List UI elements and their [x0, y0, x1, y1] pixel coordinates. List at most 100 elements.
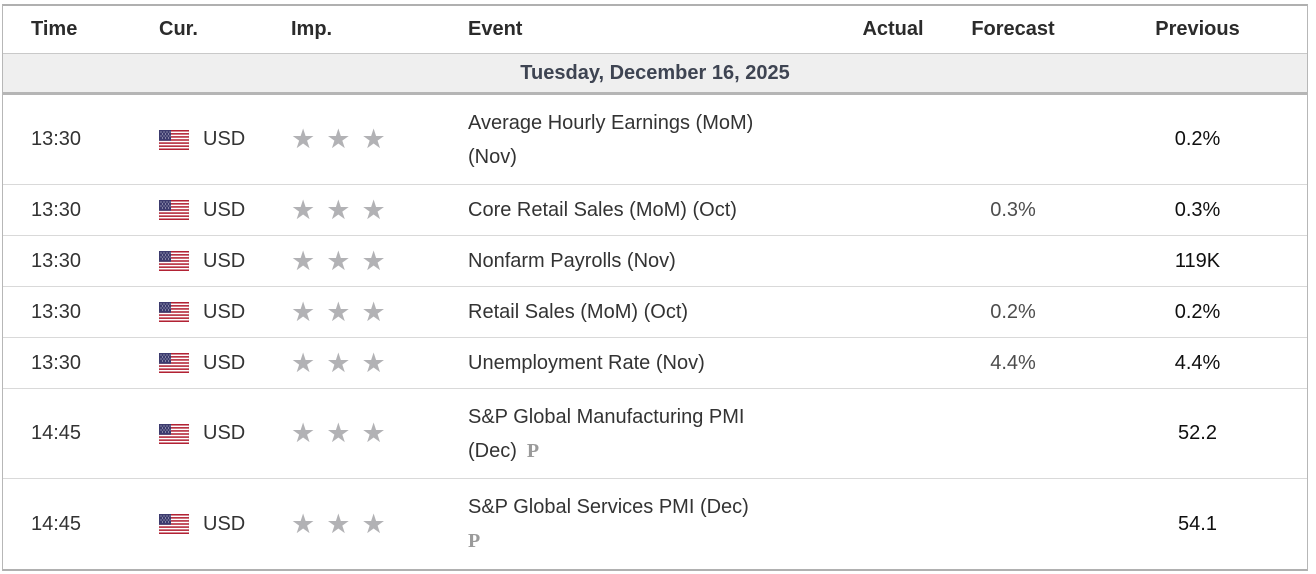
- importance-star-icon: ★: [326, 194, 351, 225]
- table-row: 13:30 USD ★ ★ ★ Core Retail Sales (MoM) (O…: [3, 185, 1307, 236]
- currency-cell: USD: [159, 250, 291, 273]
- event-name[interactable]: Average Hourly Earnings (MoM): [468, 111, 754, 134]
- previous-value: 4.4%: [1174, 351, 1221, 374]
- importance-stars: ★ ★ ★: [291, 194, 468, 225]
- event-time: 14:45: [31, 512, 82, 535]
- date-header: Tuesday, December 16, 2025: [3, 54, 1307, 95]
- currency-label: USD: [203, 249, 246, 272]
- header-actual: Actual: [862, 18, 924, 40]
- currency-label: USD: [203, 351, 246, 374]
- event-cell[interactable]: Core Retail Sales (MoM) (Oct): [468, 193, 848, 227]
- event-name[interactable]: S&P Global Services PMI (Dec): [468, 496, 749, 518]
- importance-star-icon: ★: [361, 124, 386, 154]
- currency-label: USD: [203, 198, 246, 221]
- event-time: 13:30: [31, 249, 82, 272]
- importance-stars: ★ ★ ★: [291, 420, 468, 447]
- event-time: 14:45: [31, 422, 82, 444]
- importance-star-icon: ★: [291, 508, 316, 539]
- importance-star-icon: ★: [361, 508, 386, 539]
- event-name[interactable]: Nonfarm Payrolls (Nov): [468, 250, 676, 272]
- table-header-row: Time Cur. Imp. Event Actual Forecast Pre…: [3, 6, 1307, 54]
- header-importance: Imp.: [291, 18, 333, 40]
- importance-star-icon: ★: [326, 347, 351, 378]
- forecast-value: 4.4%: [990, 351, 1036, 374]
- event-name-line2[interactable]: (Dec): [468, 439, 517, 462]
- previous-value: 0.3%: [1174, 198, 1221, 221]
- header-currency: Cur.: [159, 18, 198, 40]
- table-row: 13:30 USD ★ ★ ★ Retail Sales (MoM) (Oct) 0…: [3, 287, 1307, 338]
- event-cell[interactable]: S&P Global Services PMI (Dec) P: [468, 490, 848, 558]
- importance-star-icon: ★: [326, 296, 351, 327]
- forecast-value: 0.2%: [990, 300, 1036, 323]
- event-name[interactable]: Unemployment Rate (Nov): [468, 352, 705, 374]
- currency-cell: USD: [159, 199, 291, 222]
- importance-stars: ★ ★ ★: [291, 126, 468, 153]
- importance-star-icon: ★: [361, 245, 386, 276]
- previous-value: 0.2%: [1174, 128, 1221, 150]
- importance-star-icon: ★: [291, 418, 316, 448]
- us-flag-icon: [159, 423, 189, 444]
- importance-star-icon: ★: [361, 194, 386, 225]
- previous-value: 119K: [1174, 249, 1221, 272]
- previous-value: 54.1: [1178, 512, 1217, 535]
- currency-label: USD: [203, 128, 246, 150]
- event-name[interactable]: Core Retail Sales (MoM) (Oct): [468, 199, 737, 221]
- us-flag-icon: [159, 251, 189, 271]
- previous-value: 0.2%: [1174, 300, 1221, 323]
- header-forecast: Forecast: [971, 18, 1055, 40]
- importance-star-icon: ★: [361, 347, 386, 378]
- importance-star-icon: ★: [326, 245, 351, 276]
- event-cell[interactable]: Retail Sales (MoM) (Oct): [468, 295, 848, 329]
- event-name[interactable]: S&P Global Manufacturing PMI: [468, 405, 745, 428]
- currency-cell: USD: [159, 352, 291, 375]
- preliminary-icon: P: [468, 530, 481, 552]
- table-row: 13:30 USD ★ ★ ★ Nonfarm Payrolls (Nov) 119…: [3, 236, 1307, 287]
- us-flag-icon: [159, 302, 189, 322]
- table-row: 14:45 USD ★ ★ ★ S&P Global Services PMI (D…: [3, 479, 1307, 569]
- currency-cell: USD: [159, 513, 291, 536]
- importance-star-icon: ★: [361, 296, 386, 327]
- event-time: 13:30: [31, 351, 82, 374]
- event-name[interactable]: Retail Sales (MoM) (Oct): [468, 301, 689, 323]
- us-flag-icon: [159, 514, 189, 534]
- importance-star-icon: ★: [326, 508, 351, 539]
- economic-calendar-table: Time Cur. Imp. Event Actual Forecast Pre…: [2, 4, 1308, 571]
- importance-star-icon: ★: [361, 418, 386, 448]
- currency-cell: USD: [159, 422, 291, 445]
- event-cell[interactable]: Unemployment Rate (Nov): [468, 346, 848, 380]
- currency-label: USD: [203, 422, 246, 444]
- importance-star-icon: ★: [326, 124, 351, 154]
- importance-stars: ★ ★ ★: [291, 296, 468, 327]
- us-flag-icon: [159, 129, 189, 150]
- table-row: 13:30 USD ★ ★ ★ Unemployment Rate (Nov) 4.…: [3, 338, 1307, 389]
- us-flag-icon: [159, 200, 189, 220]
- importance-stars: ★ ★ ★: [291, 508, 468, 539]
- event-cell[interactable]: Nonfarm Payrolls (Nov): [468, 244, 848, 278]
- currency-label: USD: [203, 300, 246, 323]
- event-name-line2[interactable]: (Nov): [468, 145, 517, 168]
- importance-stars: ★ ★ ★: [291, 245, 468, 276]
- previous-value: 52.2: [1178, 422, 1217, 444]
- event-cell[interactable]: S&P Global Manufacturing PMI (Dec) P: [468, 400, 848, 468]
- importance-star-icon: ★: [291, 124, 316, 154]
- preliminary-icon: P: [526, 439, 540, 462]
- event-time: 13:30: [31, 300, 82, 323]
- importance-stars: ★ ★ ★: [291, 347, 468, 378]
- event-time: 13:30: [31, 198, 82, 221]
- us-flag-icon: [159, 353, 189, 373]
- event-cell[interactable]: Average Hourly Earnings (MoM) (Nov): [468, 106, 848, 174]
- importance-star-icon: ★: [291, 347, 316, 378]
- currency-label: USD: [203, 512, 246, 535]
- importance-star-icon: ★: [291, 194, 316, 225]
- currency-cell: USD: [159, 128, 291, 151]
- forecast-value: 0.3%: [990, 198, 1036, 221]
- importance-star-icon: ★: [291, 245, 316, 276]
- header-event: Event: [468, 18, 523, 40]
- event-time: 13:30: [31, 128, 82, 150]
- header-time: Time: [31, 18, 78, 40]
- table-row: 13:30 USD ★ ★ ★ Average Hourly Earnings (M…: [3, 95, 1307, 185]
- table-row: 14:45 USD ★ ★ ★ S&P Global Manufacturing P…: [3, 389, 1307, 479]
- importance-star-icon: ★: [291, 296, 316, 327]
- currency-cell: USD: [159, 301, 291, 324]
- importance-star-icon: ★: [326, 418, 351, 448]
